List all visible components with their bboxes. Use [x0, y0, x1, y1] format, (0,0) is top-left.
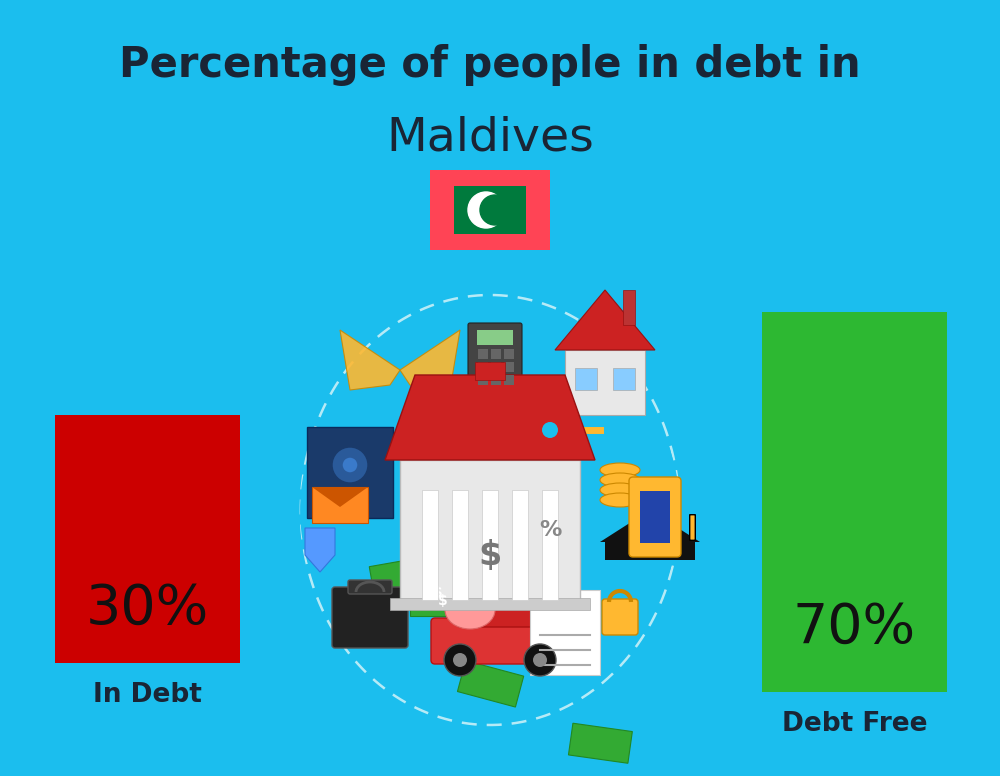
Text: $: $ [438, 594, 448, 608]
Ellipse shape [600, 483, 640, 497]
Text: Maldives: Maldives [386, 116, 594, 161]
FancyBboxPatch shape [762, 312, 947, 692]
FancyBboxPatch shape [478, 375, 488, 385]
FancyBboxPatch shape [478, 349, 488, 359]
Circle shape [342, 457, 358, 473]
Circle shape [533, 653, 547, 667]
FancyBboxPatch shape [613, 368, 635, 390]
FancyBboxPatch shape [602, 599, 638, 635]
Circle shape [468, 192, 504, 228]
FancyBboxPatch shape [452, 490, 468, 600]
FancyBboxPatch shape [332, 587, 408, 648]
Circle shape [480, 195, 510, 225]
Circle shape [444, 644, 476, 676]
Polygon shape [312, 487, 368, 507]
FancyBboxPatch shape [482, 490, 498, 600]
Polygon shape [340, 330, 400, 390]
Text: $: $ [433, 586, 443, 600]
Ellipse shape [600, 493, 640, 507]
Circle shape [301, 320, 679, 699]
FancyBboxPatch shape [504, 349, 514, 359]
FancyBboxPatch shape [491, 375, 501, 385]
FancyBboxPatch shape [405, 578, 470, 608]
FancyBboxPatch shape [478, 362, 488, 372]
Ellipse shape [445, 591, 495, 629]
FancyBboxPatch shape [457, 593, 543, 627]
FancyBboxPatch shape [468, 323, 522, 392]
FancyBboxPatch shape [491, 349, 501, 359]
Polygon shape [555, 290, 655, 350]
Polygon shape [400, 330, 460, 390]
FancyBboxPatch shape [55, 415, 240, 663]
FancyBboxPatch shape [369, 556, 434, 598]
Text: 30%: 30% [86, 581, 209, 636]
FancyBboxPatch shape [690, 514, 695, 540]
FancyBboxPatch shape [410, 586, 475, 616]
FancyBboxPatch shape [454, 186, 526, 234]
Text: $: $ [428, 578, 438, 592]
FancyBboxPatch shape [491, 362, 501, 372]
FancyBboxPatch shape [530, 590, 600, 675]
Polygon shape [305, 528, 335, 572]
Circle shape [332, 447, 368, 483]
FancyBboxPatch shape [565, 350, 645, 415]
Text: In Debt: In Debt [93, 682, 202, 708]
Circle shape [453, 653, 467, 667]
FancyBboxPatch shape [623, 290, 635, 325]
FancyBboxPatch shape [640, 491, 670, 543]
FancyBboxPatch shape [477, 330, 513, 345]
FancyBboxPatch shape [431, 618, 569, 664]
FancyBboxPatch shape [575, 368, 597, 390]
Polygon shape [385, 375, 595, 460]
Polygon shape [605, 540, 695, 560]
FancyBboxPatch shape [422, 490, 438, 600]
Ellipse shape [600, 473, 640, 487]
Circle shape [542, 422, 558, 438]
FancyBboxPatch shape [475, 362, 505, 380]
Circle shape [536, 416, 564, 444]
FancyBboxPatch shape [400, 570, 465, 600]
Text: Debt Free: Debt Free [782, 711, 927, 737]
Text: %: % [539, 520, 561, 540]
FancyBboxPatch shape [312, 487, 368, 523]
FancyBboxPatch shape [430, 170, 550, 250]
FancyBboxPatch shape [568, 723, 632, 764]
FancyBboxPatch shape [629, 477, 681, 557]
Text: 70%: 70% [793, 601, 916, 654]
Ellipse shape [600, 463, 640, 477]
Text: $: $ [478, 539, 502, 571]
FancyBboxPatch shape [348, 580, 392, 594]
Circle shape [524, 644, 556, 676]
FancyBboxPatch shape [457, 660, 524, 707]
FancyBboxPatch shape [512, 490, 528, 600]
Polygon shape [600, 510, 700, 542]
FancyBboxPatch shape [504, 375, 514, 385]
FancyBboxPatch shape [542, 490, 558, 600]
FancyBboxPatch shape [504, 362, 514, 372]
FancyBboxPatch shape [466, 587, 528, 625]
FancyBboxPatch shape [307, 427, 393, 518]
FancyBboxPatch shape [390, 598, 590, 610]
Text: Percentage of people in debt in: Percentage of people in debt in [119, 44, 861, 86]
FancyBboxPatch shape [400, 460, 580, 600]
